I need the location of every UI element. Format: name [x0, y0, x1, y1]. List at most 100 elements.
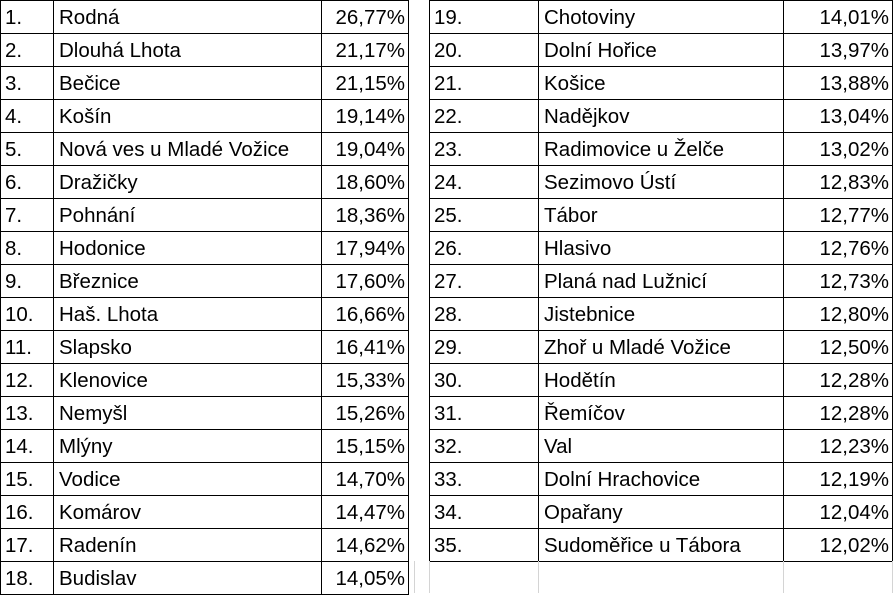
left-rank-cell[interactable]: 17. — [5, 534, 34, 557]
left-name-cell[interactable]: Košín — [59, 105, 112, 128]
right-rank-cell[interactable]: 27. — [434, 270, 463, 293]
left-percent-cell[interactable]: 14,62% — [335, 534, 405, 557]
left-percent-cell[interactable]: 19,04% — [335, 138, 405, 161]
right-rank-cell[interactable]: 20. — [434, 39, 463, 62]
right-name-cell[interactable]: Dolní Hrachovice — [544, 468, 701, 491]
left-name-cell[interactable]: Pohnání — [59, 204, 136, 227]
left-name-cell[interactable]: Haš. Lhota — [59, 303, 159, 326]
right-percent-cell[interactable]: 12,19% — [819, 468, 889, 491]
right-percent-cell[interactable]: 12,77% — [819, 204, 889, 227]
right-percent-cell[interactable]: 13,88% — [819, 72, 889, 95]
right-percent-cell[interactable]: 12,73% — [819, 270, 889, 293]
left-rank-cell[interactable]: 4. — [5, 105, 23, 128]
right-name-cell[interactable]: Sudoměřice u Tábora — [544, 534, 741, 557]
left-percent-cell[interactable]: 16,66% — [335, 303, 405, 326]
left-rank-cell[interactable]: 6. — [5, 171, 23, 194]
left-percent-cell[interactable]: 14,70% — [335, 468, 405, 491]
right-name-cell[interactable]: Hlasivo — [544, 237, 612, 260]
right-rank-cell[interactable]: 34. — [434, 501, 463, 524]
left-percent-cell[interactable]: 19,14% — [335, 105, 405, 128]
left-name-cell[interactable]: Slapsko — [59, 336, 132, 359]
right-name-cell[interactable]: Košice — [544, 72, 606, 95]
left-rank-cell[interactable]: 2. — [5, 39, 23, 62]
left-percent-cell[interactable]: 21,17% — [335, 39, 405, 62]
left-name-cell[interactable]: Vodice — [59, 468, 121, 491]
right-name-cell[interactable]: Jistebnice — [544, 303, 636, 326]
right-rank-cell[interactable]: 26. — [434, 237, 463, 260]
left-rank-cell[interactable]: 11. — [5, 336, 32, 359]
right-percent-cell[interactable]: 13,97% — [819, 39, 889, 62]
right-rank-cell[interactable]: 31. — [434, 402, 463, 425]
left-percent-cell[interactable]: 17,94% — [335, 237, 405, 260]
left-name-cell[interactable]: Rodná — [59, 6, 120, 29]
right-rank-cell[interactable]: 22. — [434, 105, 463, 128]
left-name-cell[interactable]: Budislav — [59, 567, 137, 590]
right-name-cell[interactable]: Sezimovo Ústí — [544, 171, 677, 194]
left-name-cell[interactable]: Dlouhá Lhota — [59, 39, 181, 62]
right-percent-cell[interactable]: 12,23% — [819, 435, 889, 458]
left-rank-cell[interactable]: 16. — [5, 501, 34, 524]
right-rank-cell[interactable]: 30. — [434, 369, 463, 392]
left-rank-cell[interactable]: 10. — [5, 303, 34, 326]
right-name-cell[interactable]: Hodětín — [544, 369, 616, 392]
left-rank-cell[interactable]: 5. — [5, 138, 23, 161]
left-name-cell[interactable]: Nová ves u Mladé Vožice — [59, 138, 290, 161]
right-rank-cell[interactable]: 28. — [434, 303, 463, 326]
left-name-cell[interactable]: Radenín — [59, 534, 137, 557]
left-name-cell[interactable]: Dražičky — [59, 171, 138, 194]
right-name-cell[interactable]: Řemíčov — [544, 402, 625, 425]
right-name-cell[interactable]: Planá nad Lužnicí — [544, 270, 707, 293]
left-rank-cell[interactable]: 8. — [5, 237, 23, 260]
right-name-cell[interactable]: Chotoviny — [544, 6, 636, 29]
left-rank-cell[interactable]: 12. — [5, 369, 34, 392]
left-percent-cell[interactable]: 18,60% — [335, 171, 405, 194]
right-name-cell[interactable]: Radimovice u Želče — [544, 138, 725, 161]
left-rank-cell[interactable]: 13. — [5, 402, 34, 425]
right-name-cell[interactable]: Zhoř u Mladé Vožice — [544, 336, 731, 359]
right-rank-cell[interactable]: 24. — [434, 171, 463, 194]
left-percent-cell[interactable]: 14,05% — [335, 567, 405, 590]
right-percent-cell[interactable]: 12,83% — [819, 171, 889, 194]
right-percent-cell[interactable]: 13,02% — [819, 138, 889, 161]
left-percent-cell[interactable]: 15,26% — [335, 402, 405, 425]
right-percent-cell[interactable]: 12,28% — [819, 369, 889, 392]
left-name-cell[interactable]: Bečice — [59, 72, 121, 95]
right-rank-cell[interactable]: 32. — [434, 435, 463, 458]
right-name-cell[interactable]: Opařany — [544, 501, 623, 524]
right-name-cell[interactable]: Nadějkov — [544, 105, 630, 128]
right-percent-cell[interactable]: 12,76% — [819, 237, 889, 260]
left-name-cell[interactable]: Mlýny — [59, 435, 113, 458]
left-name-cell[interactable]: Klenovice — [59, 369, 148, 392]
left-name-cell[interactable]: Komárov — [59, 501, 142, 524]
right-percent-cell[interactable]: 12,02% — [819, 534, 889, 557]
left-percent-cell[interactable]: 26,77% — [335, 6, 405, 29]
right-name-cell[interactable]: Tábor — [544, 204, 598, 227]
right-name-cell[interactable]: Dolní Hořice — [544, 39, 657, 62]
left-percent-cell[interactable]: 18,36% — [335, 204, 405, 227]
left-percent-cell[interactable]: 15,15% — [335, 435, 405, 458]
right-name-cell[interactable]: Val — [544, 435, 573, 458]
left-name-cell[interactable]: Březnice — [59, 270, 139, 293]
left-percent-cell[interactable]: 14,47% — [335, 501, 405, 524]
left-rank-cell[interactable]: 18. — [5, 567, 34, 590]
right-percent-cell[interactable]: 13,04% — [819, 105, 889, 128]
right-percent-cell[interactable]: 12,80% — [819, 303, 889, 326]
right-rank-cell[interactable]: 35. — [434, 534, 463, 557]
left-percent-cell[interactable]: 21,15% — [335, 72, 405, 95]
left-rank-cell[interactable]: 3. — [5, 72, 23, 95]
left-name-cell[interactable]: Hodonice — [59, 237, 146, 260]
left-rank-cell[interactable]: 9. — [5, 270, 23, 293]
right-rank-cell[interactable]: 21. — [434, 72, 463, 95]
right-rank-cell[interactable]: 25. — [434, 204, 463, 227]
right-percent-cell[interactable]: 14,01% — [819, 6, 889, 29]
left-percent-cell[interactable]: 16,41% — [335, 336, 405, 359]
right-percent-cell[interactable]: 12,50% — [819, 336, 889, 359]
left-rank-cell[interactable]: 1. — [5, 6, 23, 29]
left-rank-cell[interactable]: 7. — [5, 204, 23, 227]
right-rank-cell[interactable]: 33. — [434, 468, 463, 491]
left-name-cell[interactable]: Nemyšl — [59, 402, 128, 425]
right-rank-cell[interactable]: 19. — [434, 6, 463, 29]
left-percent-cell[interactable]: 17,60% — [335, 270, 405, 293]
right-rank-cell[interactable]: 29. — [434, 336, 463, 359]
right-percent-cell[interactable]: 12,28% — [819, 402, 889, 425]
